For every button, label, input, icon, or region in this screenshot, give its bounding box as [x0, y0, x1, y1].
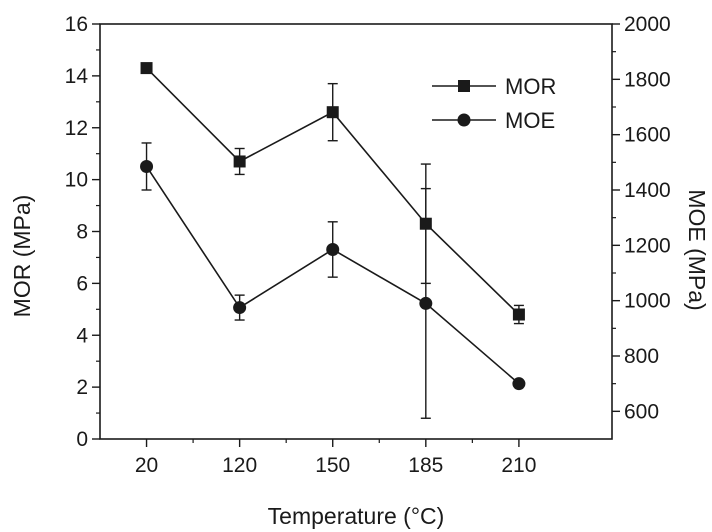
right-y-axis: 600 800 1000 1200 1400 1600 1800 2000	[612, 13, 671, 423]
left-y-tick-label: 4	[76, 324, 88, 347]
legend-moe-marker	[457, 113, 471, 127]
x-tick-label: 210	[501, 454, 536, 477]
series-mor-point	[326, 106, 339, 119]
right-y-tick-label: 1200	[624, 234, 671, 257]
right-y-tick-label: 2000	[624, 13, 671, 36]
left-y-tick-label: 6	[76, 272, 88, 295]
legend-mor-marker	[458, 80, 470, 92]
series-moe-point	[512, 377, 526, 391]
left-y-tick-label: 8	[76, 221, 88, 244]
right-y-tick-label: 1800	[624, 68, 671, 91]
series-moe	[140, 142, 526, 419]
right-y-tick-label: 1400	[624, 179, 671, 202]
left-y-tick-label: 14	[65, 65, 89, 88]
legend: MOR MOE	[432, 74, 556, 133]
left-y-axis: 0 2 4 6 8 10 12 14 16	[65, 13, 100, 451]
x-axis-title: Temperature (°C)	[268, 503, 445, 529]
series-mor-point	[233, 155, 246, 168]
right-y-tick-label: 800	[624, 345, 659, 368]
series-mor-point	[140, 62, 153, 75]
x-tick-label: 20	[135, 454, 158, 477]
right-y-axis-title: MOE (MPa)	[684, 189, 710, 310]
legend-moe-label: MOE	[505, 108, 555, 133]
x-tick-label: 150	[315, 454, 350, 477]
series-moe-point	[419, 296, 433, 310]
left-y-tick-label: 16	[65, 13, 88, 36]
right-y-tick-label: 600	[624, 400, 659, 423]
x-tick-label: 120	[222, 454, 257, 477]
series-layer	[140, 62, 526, 419]
left-y-tick-label: 2	[76, 376, 88, 399]
left-y-tick-label: 0	[76, 428, 88, 451]
series-moe-point	[326, 242, 340, 256]
right-y-tick-label: 1000	[624, 290, 671, 313]
left-y-tick-label: 12	[65, 117, 88, 140]
x-axis: 20 120 150 185 210	[135, 439, 536, 477]
series-mor-point	[512, 308, 525, 321]
left-y-axis-title: MOR (MPa)	[9, 195, 35, 318]
left-y-tick-label: 10	[65, 169, 88, 192]
series-moe-point	[140, 159, 154, 173]
right-y-tick-label: 1600	[624, 124, 671, 147]
x-tick-label: 185	[408, 454, 443, 477]
series-mor	[140, 62, 525, 325]
legend-mor-label: MOR	[505, 74, 556, 99]
series-moe-point	[233, 301, 247, 315]
